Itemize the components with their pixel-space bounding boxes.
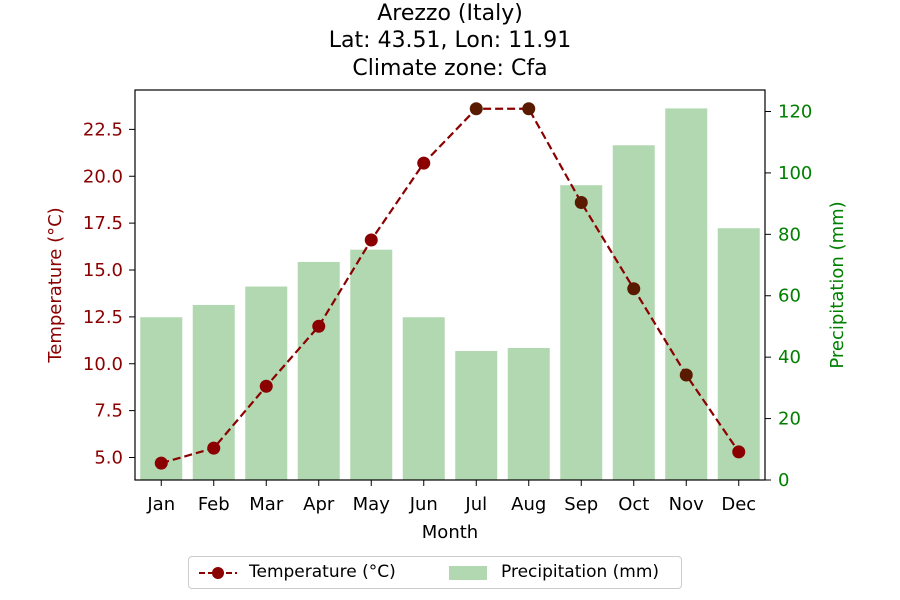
precip-bar-may [350, 249, 393, 480]
legend: Temperature (°C) Precipitation (mm) [188, 556, 682, 589]
right-tick-label: 20 [778, 409, 801, 430]
temperature-point-oct [627, 282, 641, 296]
right-tick-label: 100 [778, 163, 812, 184]
right-tick-label: 80 [778, 224, 801, 245]
temperature-point-jun [417, 156, 431, 170]
x-tick-label-oct: Oct [618, 494, 649, 515]
legend-precipitation-swatch [449, 566, 487, 580]
temperature-point-nov [679, 368, 693, 382]
precip-bar-dec [717, 228, 760, 480]
right-tick-label: 60 [778, 286, 801, 307]
temperature-point-feb [207, 441, 221, 455]
right-tick-label: 40 [778, 347, 801, 368]
chart-title-line-1: Arezzo (Italy) [377, 1, 523, 26]
x-tick-label-jan: Jan [146, 494, 175, 515]
x-tick-label-apr: Apr [303, 494, 335, 515]
chart-title-line-2: Lat: 43.51, Lon: 11.91 [328, 28, 572, 53]
right-tick-label: 0 [778, 470, 789, 491]
right-axis-ticks: 0 20 40 60 80 100 120 [765, 101, 812, 491]
left-tick-label: 17.5 [83, 213, 123, 234]
left-tick-label: 15.0 [83, 260, 123, 281]
precip-bar-apr [297, 261, 340, 480]
temperature-point-jan [154, 456, 168, 470]
temperature-point-apr [312, 319, 326, 333]
legend-temperature-label: Temperature (°C) [249, 562, 396, 582]
left-tick-label: 5.0 [94, 448, 123, 469]
left-tick-label: 20.0 [83, 166, 123, 187]
x-tick-label-jun: Jun [409, 494, 438, 515]
precip-bar-jan [140, 317, 183, 480]
temperature-point-mar [259, 379, 273, 393]
x-tick-label-sep: Sep [564, 494, 598, 515]
temperature-point-sep [574, 196, 588, 209]
precip-bar-jun [402, 317, 445, 480]
temperature-series [154, 102, 746, 470]
x-tick-label-jul: Jul [464, 494, 487, 515]
left-tick-label: 7.5 [94, 401, 123, 422]
temperature-point-may [364, 233, 378, 247]
left-axis-label: Temperature (°C) [45, 207, 66, 363]
right-axis-label: Precipitation (mm) [827, 201, 848, 368]
x-tick-label-aug: Aug [511, 494, 546, 515]
chart-title-line-3: Climate zone: Cfa [352, 56, 548, 81]
x-tick-label-feb: Feb [198, 494, 230, 515]
x-tick-label-nov: Nov [669, 494, 704, 515]
left-axis-ticks: 5.0 7.5 10.0 12.5 15.0 17.5 20.0 22.5 [83, 119, 135, 469]
left-tick-label: 22.5 [83, 119, 123, 140]
plot-frame [134, 89, 766, 481]
temperature-point-jul [469, 102, 483, 116]
precip-bar-jul [455, 351, 498, 480]
precip-bar-nov [665, 108, 708, 480]
legend-temperature-swatch [199, 567, 237, 579]
precip-bar-sep [560, 185, 603, 481]
precip-bar-aug [507, 347, 550, 480]
x-axis-label: Month [422, 522, 478, 543]
x-tick-label-dec: Dec [721, 494, 756, 515]
temperature-point-dec [732, 445, 746, 459]
left-tick-label: 12.5 [83, 307, 123, 328]
x-tick-label-mar: Mar [249, 494, 284, 515]
temperature-point-aug [522, 102, 536, 116]
temperature-line [160, 107, 740, 465]
right-tick-label: 120 [778, 101, 812, 122]
left-tick-label: 10.0 [83, 354, 123, 375]
legend-precipitation-label: Precipitation (mm) [501, 562, 660, 582]
x-axis-ticks: Jan Feb Mar Apr May Jun Jul Aug Sep Oct Nov Dec [146, 480, 756, 515]
x-tick-label-may: May [353, 494, 391, 515]
